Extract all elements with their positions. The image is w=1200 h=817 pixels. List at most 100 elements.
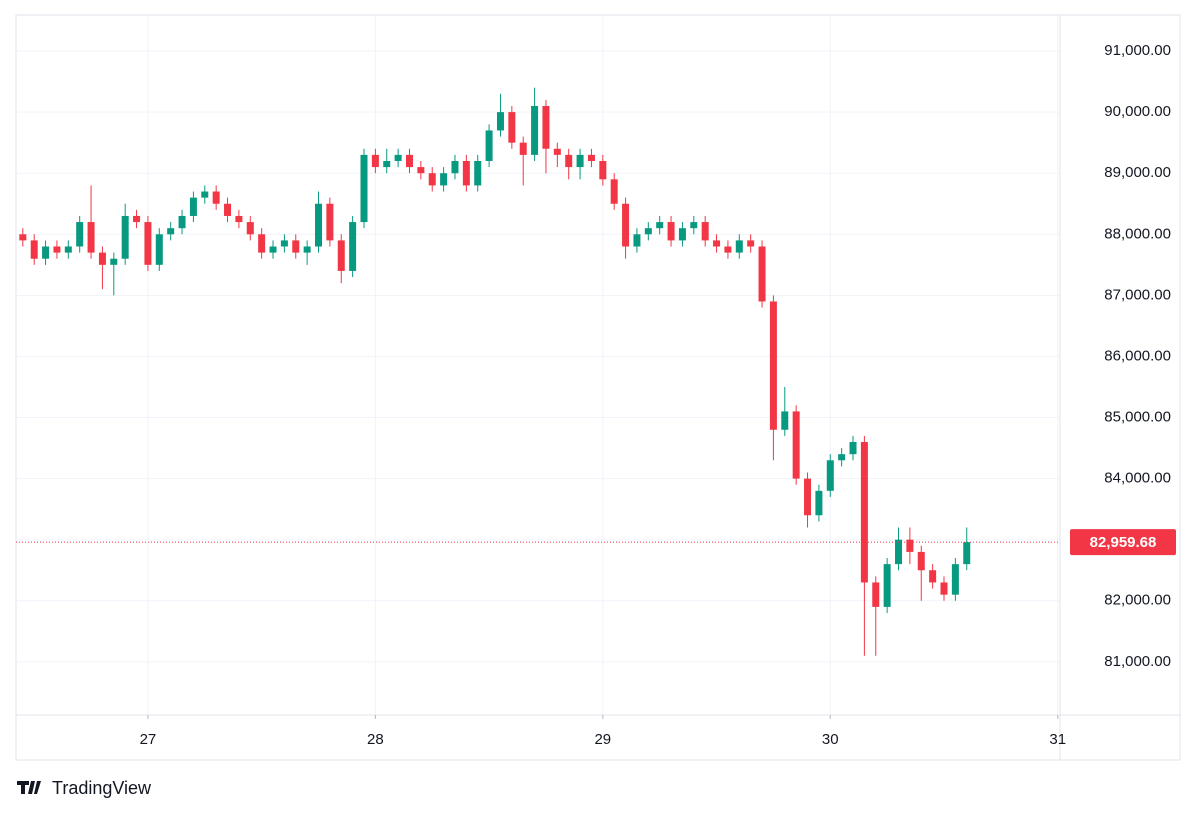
x-tick-label: 31 xyxy=(1049,731,1066,748)
candle-body xyxy=(496,112,504,131)
candle-body xyxy=(838,454,846,461)
candle-body xyxy=(701,222,709,241)
candle-body xyxy=(451,160,459,174)
brand-name: TradingView xyxy=(52,778,152,798)
last-price-label: 82,959.68 xyxy=(1090,534,1157,551)
candle-body xyxy=(246,222,254,235)
candle-body xyxy=(826,460,834,491)
brand-logo: TradingView xyxy=(17,778,152,798)
candle-body xyxy=(212,191,220,204)
candle-body xyxy=(428,173,436,186)
candle-body xyxy=(758,246,766,302)
y-tick-label: 84,000.00 xyxy=(1104,470,1171,487)
candle-body xyxy=(98,252,106,265)
axes: 81,000.0082,000.0083,000.0084,000.0085,0… xyxy=(140,42,1176,748)
candle-body xyxy=(906,539,914,552)
candle-body xyxy=(804,478,812,516)
candle-body xyxy=(895,539,903,565)
candle-body xyxy=(599,160,607,180)
candle-body xyxy=(929,570,937,583)
candle-body xyxy=(371,154,379,168)
candle-body xyxy=(576,154,584,168)
candle-body xyxy=(76,222,84,247)
candle-body xyxy=(474,160,482,186)
candle-body xyxy=(542,106,550,149)
candle-body xyxy=(315,203,323,247)
candle-body xyxy=(644,228,652,235)
candle-body xyxy=(849,441,857,455)
y-tick-label: 86,000.00 xyxy=(1104,347,1171,364)
candle-body xyxy=(872,582,880,607)
candle-body xyxy=(485,130,493,161)
candle-body xyxy=(656,222,664,229)
candle-body xyxy=(667,222,675,241)
candle-body xyxy=(178,215,186,229)
candle-body xyxy=(587,154,595,161)
candle-body xyxy=(610,179,618,204)
candle-body xyxy=(815,490,823,516)
candle-body xyxy=(531,106,539,155)
candle-body xyxy=(747,240,755,247)
y-tick-label: 87,000.00 xyxy=(1104,286,1171,303)
x-tick-label: 27 xyxy=(140,731,157,748)
candle-body xyxy=(189,197,197,216)
candle-body xyxy=(360,154,368,223)
candle-body xyxy=(565,154,573,168)
x-tick-label: 30 xyxy=(822,731,839,748)
candle-body xyxy=(792,411,800,479)
y-tick-label: 88,000.00 xyxy=(1104,225,1171,242)
candle-body xyxy=(258,234,266,253)
logo-icon xyxy=(17,781,41,794)
candle-body xyxy=(951,564,959,595)
grid xyxy=(16,15,1060,715)
y-tick-label: 90,000.00 xyxy=(1104,103,1171,120)
candle-body xyxy=(963,542,971,565)
candle-body xyxy=(440,173,448,186)
candle-body xyxy=(633,234,641,247)
candles xyxy=(16,87,1060,656)
candle-body xyxy=(724,246,732,253)
candle-body xyxy=(349,222,357,271)
candle-body xyxy=(405,154,413,168)
candle-body xyxy=(417,167,425,174)
candle-body xyxy=(553,148,561,155)
candle-body xyxy=(235,215,243,223)
candle-body xyxy=(940,582,948,595)
y-tick-label: 91,000.00 xyxy=(1104,42,1171,59)
candle-body xyxy=(860,441,868,583)
x-tick-label: 29 xyxy=(594,731,611,748)
y-tick-label: 89,000.00 xyxy=(1104,164,1171,181)
candle-body xyxy=(19,234,27,241)
candle-body xyxy=(64,246,72,253)
candle-body xyxy=(133,215,141,223)
candle-body xyxy=(678,228,686,241)
candle-body xyxy=(144,222,152,265)
candle-body xyxy=(883,564,891,607)
candle-body xyxy=(224,203,232,216)
candle-body xyxy=(735,240,743,253)
candle-body xyxy=(292,240,300,253)
candle-body xyxy=(508,112,516,143)
candle-body xyxy=(622,203,630,247)
candle-body xyxy=(201,191,209,198)
y-tick-label: 82,000.00 xyxy=(1104,592,1171,609)
candle-body xyxy=(326,203,334,241)
candle-body xyxy=(519,142,527,155)
candle-body xyxy=(53,246,61,253)
last-price-badge xyxy=(1070,529,1176,556)
candle-body xyxy=(155,234,163,265)
candle-body xyxy=(30,240,38,259)
candle-body xyxy=(394,154,402,161)
candle-body xyxy=(781,411,789,430)
candle-body xyxy=(87,222,95,253)
chart-frame xyxy=(15,14,1181,761)
candle-body xyxy=(383,160,391,168)
y-tick-label: 85,000.00 xyxy=(1104,408,1171,425)
y-tick-label: 81,000.00 xyxy=(1104,653,1171,670)
candle-body xyxy=(462,160,470,186)
candle-body xyxy=(690,222,698,229)
candle-body xyxy=(917,551,925,571)
candle-body xyxy=(121,215,129,259)
candle-body xyxy=(337,240,345,271)
